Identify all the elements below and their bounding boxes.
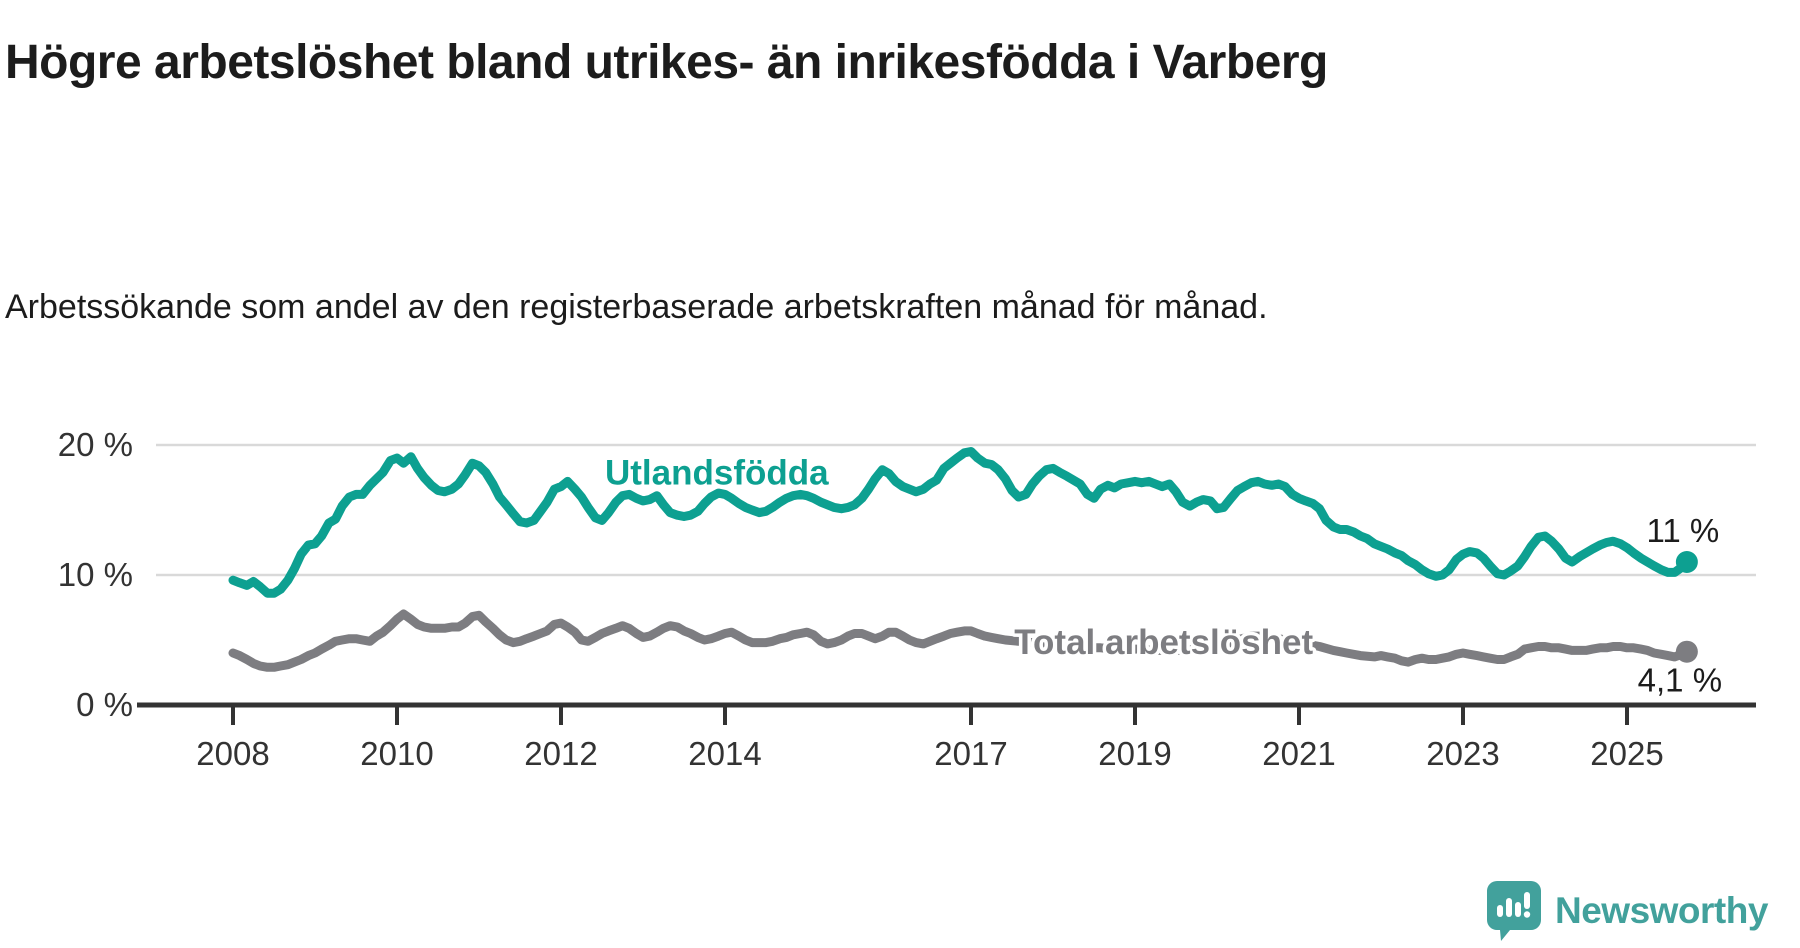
series-label: Total arbetslöshet xyxy=(1014,623,1313,662)
x-axis-tick-label: 2008 xyxy=(196,735,269,772)
x-axis-tick-label: 2025 xyxy=(1590,735,1663,772)
chart-subtitle: Arbetssökande som andel av den registerb… xyxy=(5,288,1268,326)
chart-title: Högre arbetslöshet bland utrikes- än inr… xyxy=(5,36,1328,90)
y-axis-label: 20 % xyxy=(58,426,133,463)
line-chart: 0 % 10 % 20 % 2008 2010 2012 2014 2017 2019 2021 2… xyxy=(58,426,1756,772)
series-line xyxy=(228,609,1692,672)
x-axis-tick-label: 2014 xyxy=(688,735,761,772)
series-line xyxy=(228,447,1692,598)
newsworthy-logo-icon xyxy=(1487,881,1541,941)
y-axis-label: 10 % xyxy=(58,556,133,593)
newsworthy-logo: Newsworthy xyxy=(1486,878,1768,944)
x-axis-tick-label: 2021 xyxy=(1262,735,1335,772)
series-end-value-label: 11 % xyxy=(1646,512,1719,549)
x-axis-tick-label: 2012 xyxy=(524,735,597,772)
newsworthy-brand-text: Newsworthy xyxy=(1555,890,1768,931)
x-axis-tick-label: 2010 xyxy=(360,735,433,772)
x-axis-tick-label: 2017 xyxy=(934,735,1007,772)
y-axis-label: 0 % xyxy=(76,686,133,723)
series-end-dot xyxy=(1675,640,1698,663)
x-axis-tick-label: 2023 xyxy=(1426,735,1499,772)
series-end-dot xyxy=(1675,551,1698,573)
x-axis-tick-label: 2019 xyxy=(1098,735,1171,772)
series-label: Utlandsfödda xyxy=(605,453,829,492)
series-end-value-label: 4,1 % xyxy=(1638,662,1722,699)
